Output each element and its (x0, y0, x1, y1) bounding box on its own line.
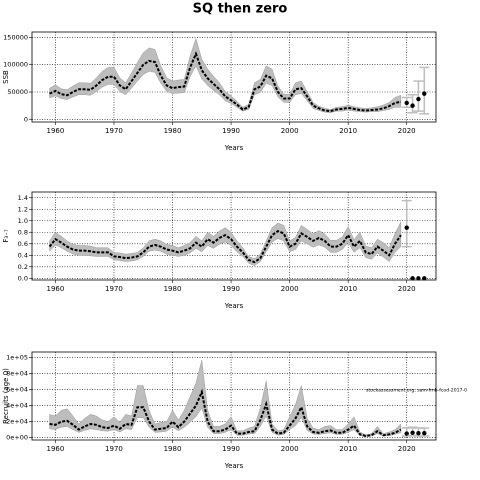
y-tick-label: 100000 (3, 61, 28, 69)
forecast-point (404, 431, 409, 436)
x-tick-label: 1980 (164, 285, 182, 293)
y-tick-label: 1.0 (18, 217, 28, 225)
figure-title: SQ then zero (193, 2, 288, 17)
y-tick-label: 2e+04 (6, 418, 28, 426)
forecast-point (416, 96, 421, 102)
x-tick-label: 1980 (164, 445, 182, 453)
annotation: stockassessment.org, sam-fmb-fcod-2017-0 (366, 388, 467, 394)
confidence-band (49, 359, 402, 437)
x-tick-label: 1960 (47, 127, 65, 135)
x-tick-label: 2020 (398, 445, 416, 453)
forecast-point (416, 276, 421, 281)
plot-frame (31, 191, 437, 281)
y-axis-label: SSB (2, 70, 10, 84)
x-tick-label: 1990 (222, 445, 240, 453)
y-tick-label: 6e+04 (6, 386, 28, 394)
y-tick-label: 0 (24, 115, 28, 123)
forecast-point (422, 91, 427, 96)
x-axis-label: Years (224, 144, 244, 152)
plot-frame (31, 351, 437, 441)
y-tick-label: 1.2 (18, 205, 28, 213)
forecast-point (404, 225, 409, 230)
x-tick-label: 2010 (339, 127, 357, 135)
x-tick-label: 2000 (281, 285, 299, 293)
x-tick-label: 2000 (281, 127, 299, 135)
estimate-line (49, 51, 402, 113)
estimate-line (48, 229, 402, 264)
x-axis-label: Years (224, 302, 244, 310)
x-tick-label: 2010 (339, 445, 357, 453)
y-axis-label: F₃₋₇ (2, 229, 10, 243)
forecast-point (404, 100, 409, 106)
x-tick-label: 1960 (47, 285, 65, 293)
y-tick-label: 0.2 (18, 263, 28, 271)
x-tick-label: 1970 (105, 445, 123, 453)
x-tick-label: 2020 (398, 285, 416, 293)
y-tick-label: 0.4 (18, 251, 28, 259)
x-tick-label: 1980 (164, 127, 182, 135)
forecast-point (410, 103, 415, 108)
y-axis-label: Recruits (age 0) (2, 368, 10, 424)
x-axis-label: Years (224, 462, 244, 470)
forecast-point (410, 430, 415, 435)
forecast-point (422, 276, 427, 281)
confidence-band (49, 221, 402, 266)
x-tick-label: 1970 (105, 127, 123, 135)
y-tick-label: 0e+00 (6, 434, 28, 442)
forecast-point (416, 431, 421, 436)
x-tick-label: 1990 (222, 285, 240, 293)
y-tick-label: 8e+04 (6, 370, 28, 378)
forecast-point (422, 431, 427, 436)
y-tick-label: 150000 (3, 33, 28, 41)
y-tick-label: 1e+05 (6, 354, 28, 362)
y-tick-label: 0.6 (18, 240, 28, 248)
x-tick-label: 1990 (222, 127, 240, 135)
y-tick-label: 0.8 (18, 228, 28, 236)
y-tick-label: 4e+04 (6, 402, 28, 410)
x-tick-label: 2020 (398, 127, 416, 135)
plot-frame (31, 31, 437, 123)
confidence-band (49, 37, 402, 113)
y-tick-label: 1.4 (18, 194, 28, 202)
estimate-line (49, 388, 402, 438)
x-tick-label: 2000 (281, 445, 299, 453)
forecast-point (410, 276, 415, 281)
x-tick-label: 2010 (339, 285, 357, 293)
x-tick-label: 1970 (105, 285, 123, 293)
y-tick-label: 50000 (7, 88, 28, 96)
y-tick-label: 0.0 (18, 274, 28, 282)
x-tick-label: 1960 (47, 445, 65, 453)
